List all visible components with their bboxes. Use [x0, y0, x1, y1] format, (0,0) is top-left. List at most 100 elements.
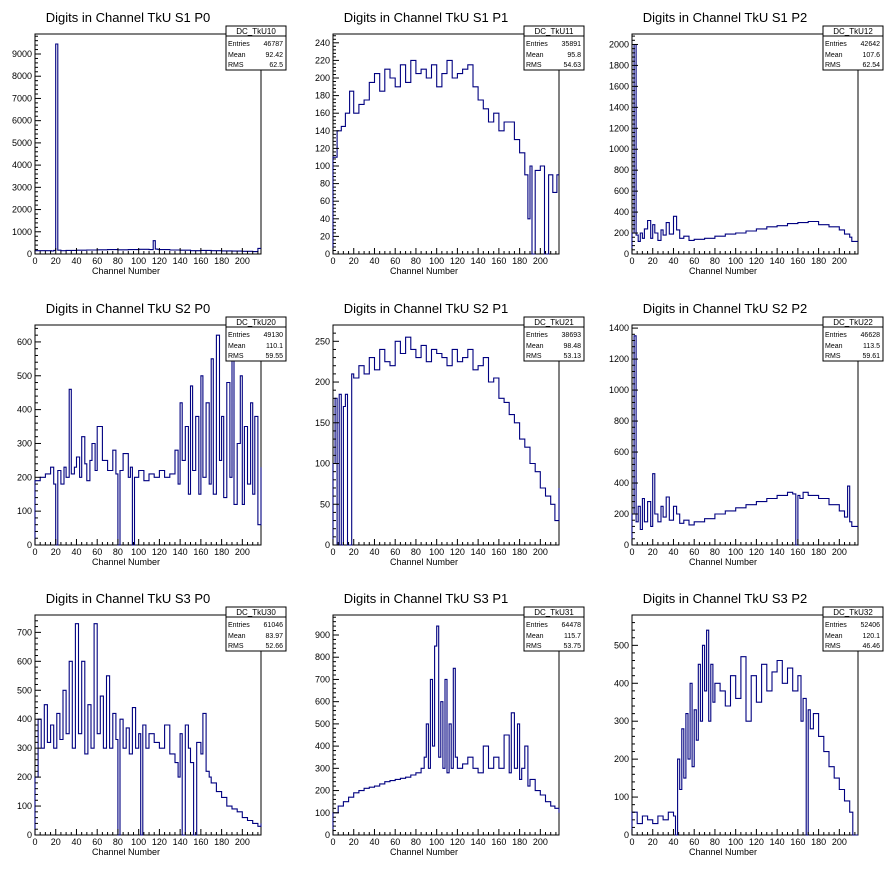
- x-tick-label: 40: [369, 547, 379, 557]
- stats-box-frame: [225, 316, 287, 362]
- y-tick-label: 200: [614, 754, 629, 764]
- x-tick-label: 60: [390, 256, 400, 266]
- y-tick-label: 300: [315, 763, 330, 773]
- x-tick-label: 140: [770, 547, 785, 557]
- y-tick-label: 2000: [12, 205, 32, 215]
- stats-box-frame: [225, 25, 287, 71]
- chart-title: Digits in Channel TkU S1 P2: [643, 10, 808, 25]
- y-tick-label: 600: [614, 186, 629, 196]
- y-tick-label: 400: [614, 207, 629, 217]
- x-axis-label: Channel Number: [92, 266, 160, 276]
- stats-entries-value: 35891: [562, 41, 582, 48]
- x-tick-label: 200: [832, 256, 847, 266]
- stats-rms-label: RMS: [825, 643, 841, 650]
- x-tick-label: 140: [471, 547, 486, 557]
- stats-rms-label: RMS: [526, 643, 542, 650]
- stats-box-frame: [225, 606, 287, 652]
- stats-histogram-name: DC_TkU32: [833, 608, 873, 617]
- stats-entries-value: 49130: [264, 332, 284, 339]
- x-axis-label: Channel Number: [390, 557, 458, 567]
- stats-entries-label: Entries: [228, 622, 250, 629]
- stats-entries-value: 42642: [861, 41, 881, 48]
- x-tick-label: 160: [790, 837, 805, 847]
- x-tick-label: 20: [349, 547, 359, 557]
- y-tick-label: 200: [614, 509, 629, 519]
- stats-histogram-name: DC_TkU12: [833, 27, 873, 36]
- histogram-series-line: [332, 59, 559, 255]
- x-tick-label: 20: [648, 547, 658, 557]
- plot-frame: [34, 324, 262, 546]
- stats-mean-label: Mean: [825, 52, 843, 59]
- y-tick-label: 3000: [12, 182, 32, 192]
- stats-box-frame: [822, 25, 884, 71]
- y-tick-label: 1000: [609, 144, 629, 154]
- x-axis-label: Channel Number: [689, 847, 757, 857]
- x-tick-label: 20: [51, 256, 61, 266]
- x-tick-label: 200: [832, 547, 847, 557]
- y-tick-label-zero: 0: [624, 540, 629, 550]
- x-tick-label: 40: [71, 256, 81, 266]
- x-tick-label: 80: [113, 256, 123, 266]
- x-tick-label: 0: [330, 547, 335, 557]
- x-tick-label: 100: [131, 256, 146, 266]
- y-tick-label: 1000: [12, 227, 32, 237]
- x-tick-label: 180: [512, 837, 527, 847]
- stats-mean-label: Mean: [526, 633, 544, 640]
- histogram-panel-4: Digits in Channel TkU S2 P0 0 20 40 60 80 100 1…: [17, 301, 287, 567]
- x-tick-label: 40: [668, 837, 678, 847]
- stats-box: DC_TkU11 Entries 35891 Mean 95.8 RMS 54.63: [523, 25, 585, 71]
- stats-box: DC_TkU32 Entries 52406 Mean 120.1 RMS 46.46: [822, 606, 884, 652]
- x-tick-label: 160: [193, 547, 208, 557]
- chart-title: Digits in Channel TkU S1 P0: [46, 10, 211, 25]
- stats-rms-value: 62.5: [269, 62, 283, 69]
- x-axis-label: Channel Number: [92, 557, 160, 567]
- x-tick-label: 180: [214, 256, 229, 266]
- stats-mean-value: 110.1: [266, 343, 283, 350]
- x-tick-label: 140: [173, 256, 188, 266]
- x-tick-label: 100: [728, 547, 743, 557]
- histogram-series-line: [34, 334, 262, 546]
- stats-box: DC_TkU22 Entries 46628 Mean 113.5 RMS 59.61: [822, 316, 884, 362]
- y-tick-label: 1200: [609, 123, 629, 133]
- x-tick-label: 60: [390, 837, 400, 847]
- y-tick-label: 1800: [609, 60, 629, 70]
- x-tick-label: 200: [533, 547, 548, 557]
- x-tick-label: 180: [811, 837, 826, 847]
- y-tick-label: 4000: [12, 160, 32, 170]
- stats-histogram-name: DC_TkU31: [534, 608, 574, 617]
- chart-title: Digits in Channel TkU S2 P1: [344, 301, 509, 316]
- x-tick-label: 160: [193, 837, 208, 847]
- plot-frame: [631, 324, 859, 546]
- y-tick-label: 400: [17, 405, 32, 415]
- x-tick-label: 80: [710, 256, 720, 266]
- histogram-panel-5: Digits in Channel TkU S2 P1 0 20 40 60 80 100 1…: [315, 301, 585, 567]
- x-tick-label: 60: [92, 837, 102, 847]
- stats-mean-value: 113.5: [863, 343, 880, 350]
- plot-frame: [34, 33, 262, 255]
- stats-mean-label: Mean: [228, 52, 246, 59]
- plot-frame: [332, 33, 560, 255]
- stats-rms-label: RMS: [228, 353, 244, 360]
- y-tick-label: 600: [614, 447, 629, 457]
- stats-entries-value: 46628: [861, 332, 881, 339]
- histogram-series-line: [332, 625, 560, 835]
- x-tick-label: 180: [214, 837, 229, 847]
- stats-mean-value: 95.8: [567, 52, 581, 59]
- chart-title: Digits in Channel TkU S3 P2: [643, 591, 808, 606]
- y-tick-label: 180: [315, 91, 330, 101]
- x-tick-label: 200: [235, 547, 250, 557]
- x-tick-label: 200: [235, 837, 250, 847]
- y-tick-label: 400: [614, 478, 629, 488]
- stats-rms-value: 46.46: [862, 643, 880, 650]
- y-tick-label: 80: [320, 179, 330, 189]
- x-tick-label: 100: [728, 837, 743, 847]
- stats-mean-value: 98.48: [563, 343, 581, 350]
- x-tick-label: 100: [429, 837, 444, 847]
- stats-entries-label: Entries: [526, 622, 548, 629]
- x-tick-label: 80: [411, 547, 421, 557]
- x-tick-label: 180: [811, 547, 826, 557]
- x-tick-label: 20: [349, 837, 359, 847]
- chart-title: Digits in Channel TkU S1 P1: [344, 10, 509, 25]
- x-tick-label: 40: [369, 256, 379, 266]
